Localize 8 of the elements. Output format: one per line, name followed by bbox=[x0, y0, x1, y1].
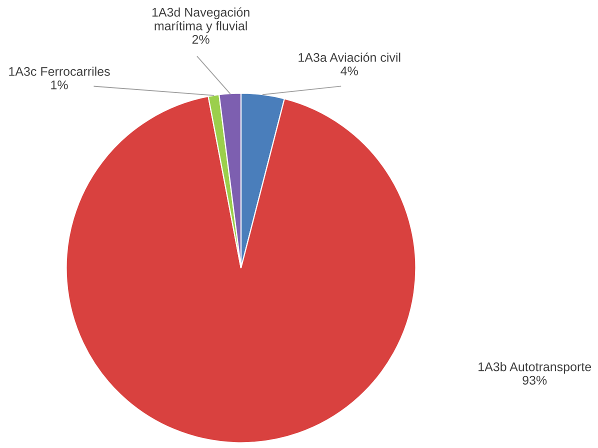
slice-label: 1A3c Ferrocarriles bbox=[9, 66, 110, 76]
slice-label: 1A3a Aviación civil bbox=[298, 52, 400, 62]
data-label: 2% bbox=[192, 34, 210, 44]
data-label: 1% bbox=[51, 80, 68, 90]
data-label: 4% bbox=[340, 66, 358, 76]
data-label: 93% bbox=[522, 376, 547, 385]
slice-label: 1A3d Navegación marítima y fluvial bbox=[152, 7, 250, 33]
slice-label: 1A3b Autotransporte bbox=[478, 362, 592, 374]
